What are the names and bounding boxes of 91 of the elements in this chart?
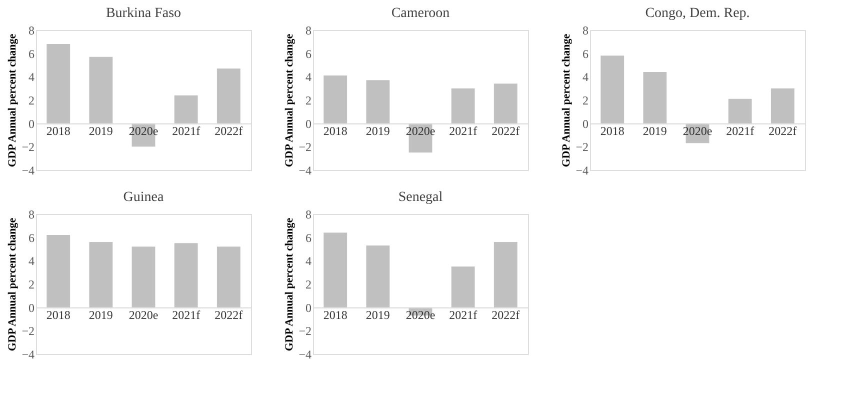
- bar: [770, 88, 794, 124]
- bar: [600, 56, 624, 124]
- bar: [216, 68, 240, 124]
- x-tick-label: 2019: [366, 124, 390, 138]
- x-tick-label: 2019: [366, 308, 390, 322]
- x-tick-label: 2021f: [726, 124, 754, 138]
- x-tick-label: 2018: [46, 124, 70, 138]
- y-tick-label: 8: [306, 208, 312, 222]
- y-tick-label: −4: [298, 348, 312, 362]
- bar: [46, 44, 70, 124]
- x-tick-label: 2020e: [406, 308, 436, 322]
- y-tick-label: −2: [22, 324, 34, 338]
- x-tick-label: 2018: [600, 124, 624, 138]
- bar: [494, 84, 518, 124]
- y-tick-label: 8: [28, 208, 34, 222]
- y-axis-title: GDP Annual percent change: [284, 34, 296, 168]
- x-tick-label: 2020e: [128, 124, 158, 138]
- y-tick-label: 2: [582, 94, 588, 108]
- y-tick-label: 6: [306, 230, 312, 245]
- y-tick-label: −4: [576, 164, 588, 178]
- y-tick-label: 2: [28, 278, 34, 292]
- bar: [216, 246, 240, 308]
- y-tick-label: 8: [28, 24, 34, 38]
- y-tick-label: 6: [306, 46, 312, 61]
- y-tick-label: −2: [576, 140, 588, 154]
- y-tick-label: 6: [28, 230, 34, 245]
- x-tick-label: 2018: [323, 308, 348, 322]
- y-tick-label: 0: [306, 116, 312, 131]
- x-tick-label: 2021f: [449, 124, 478, 138]
- y-tick-label: 2: [306, 278, 312, 292]
- x-tick-label: 2020e: [682, 124, 712, 138]
- x-tick-label: 2022f: [214, 308, 243, 322]
- y-tick-label: 4: [306, 70, 312, 84]
- x-tick-label: 2019: [642, 124, 667, 138]
- y-tick-label: −2: [298, 140, 312, 154]
- x-tick-label: 2020e: [128, 308, 158, 322]
- bar: [366, 246, 390, 308]
- x-tick-label: 2021f: [449, 308, 478, 322]
- chart-title: Guinea: [123, 190, 164, 205]
- chart-title: Burkina Faso: [106, 6, 182, 21]
- y-tick-label: 4: [28, 70, 34, 84]
- chart-title: Cameroon: [391, 6, 450, 21]
- x-tick-label: 2021f: [172, 308, 200, 322]
- y-tick-label: 0: [28, 300, 34, 315]
- y-tick-label: −4: [22, 348, 34, 362]
- y-tick-label: 2: [28, 94, 34, 108]
- x-tick-label: 2022f: [492, 308, 520, 322]
- y-axis-title: GDP Annual percent change: [6, 218, 19, 352]
- bar: [366, 80, 390, 124]
- bar: [174, 95, 198, 124]
- bar: [494, 242, 518, 308]
- x-tick-label: 2019: [88, 308, 113, 322]
- bar: [451, 88, 475, 124]
- y-tick-label: 0: [582, 116, 588, 131]
- x-tick-label: 2020e: [406, 124, 436, 138]
- chart-title: Congo, Dem. Rep.: [645, 6, 750, 21]
- x-tick-label: 2022f: [492, 124, 520, 138]
- x-tick-label: 2021f: [172, 124, 200, 138]
- y-tick-label: −2: [298, 324, 312, 338]
- bar: [46, 235, 70, 308]
- y-axis-title: GDP Annual percent change: [284, 218, 296, 352]
- bar: [89, 56, 113, 124]
- y-tick-label: 6: [582, 46, 588, 61]
- x-tick-label: 2022f: [768, 124, 797, 138]
- bar: [174, 243, 198, 308]
- y-tick-label: 8: [306, 24, 312, 38]
- y-tick-label: 4: [582, 70, 588, 84]
- bar: [89, 242, 113, 308]
- y-axis-title: GDP Annual percent change: [6, 34, 19, 168]
- bar: [324, 76, 348, 124]
- y-tick-label: 4: [28, 254, 34, 268]
- x-tick-label: 2022f: [214, 124, 243, 138]
- y-tick-label: 4: [306, 254, 312, 268]
- bar: [643, 72, 667, 124]
- chart-title: Senegal: [398, 190, 443, 205]
- x-tick-label: 2018: [46, 308, 70, 322]
- x-tick-label: 2018: [323, 124, 348, 138]
- bar: [324, 232, 348, 308]
- bar: [451, 266, 475, 308]
- y-tick-label: 8: [582, 24, 588, 38]
- y-tick-label: −2: [22, 140, 34, 154]
- bar: [728, 98, 752, 124]
- y-axis-title: GDP Annual percent change: [560, 34, 573, 168]
- y-tick-label: 0: [28, 116, 34, 131]
- x-tick-label: 2019: [88, 124, 113, 138]
- y-tick-label: −4: [298, 164, 312, 178]
- y-tick-label: −4: [22, 164, 34, 178]
- bar: [132, 246, 156, 308]
- y-tick-label: 2: [306, 94, 312, 108]
- y-tick-label: 6: [28, 46, 34, 61]
- y-tick-label: 0: [306, 300, 312, 315]
